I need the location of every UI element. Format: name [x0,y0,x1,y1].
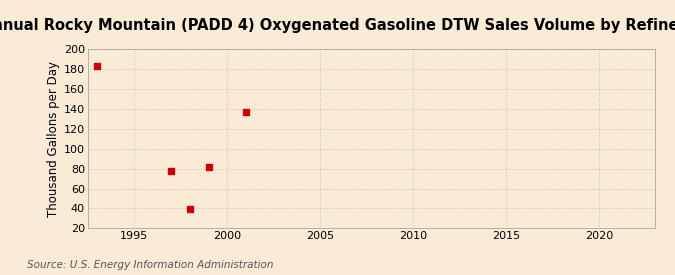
Text: Source: U.S. Energy Information Administration: Source: U.S. Energy Information Administ… [27,260,273,270]
Y-axis label: Thousand Gallons per Day: Thousand Gallons per Day [47,61,59,217]
Text: Annual Rocky Mountain (PADD 4) Oxygenated Gasoline DTW Sales Volume by Refiners: Annual Rocky Mountain (PADD 4) Oxygenate… [0,18,675,33]
